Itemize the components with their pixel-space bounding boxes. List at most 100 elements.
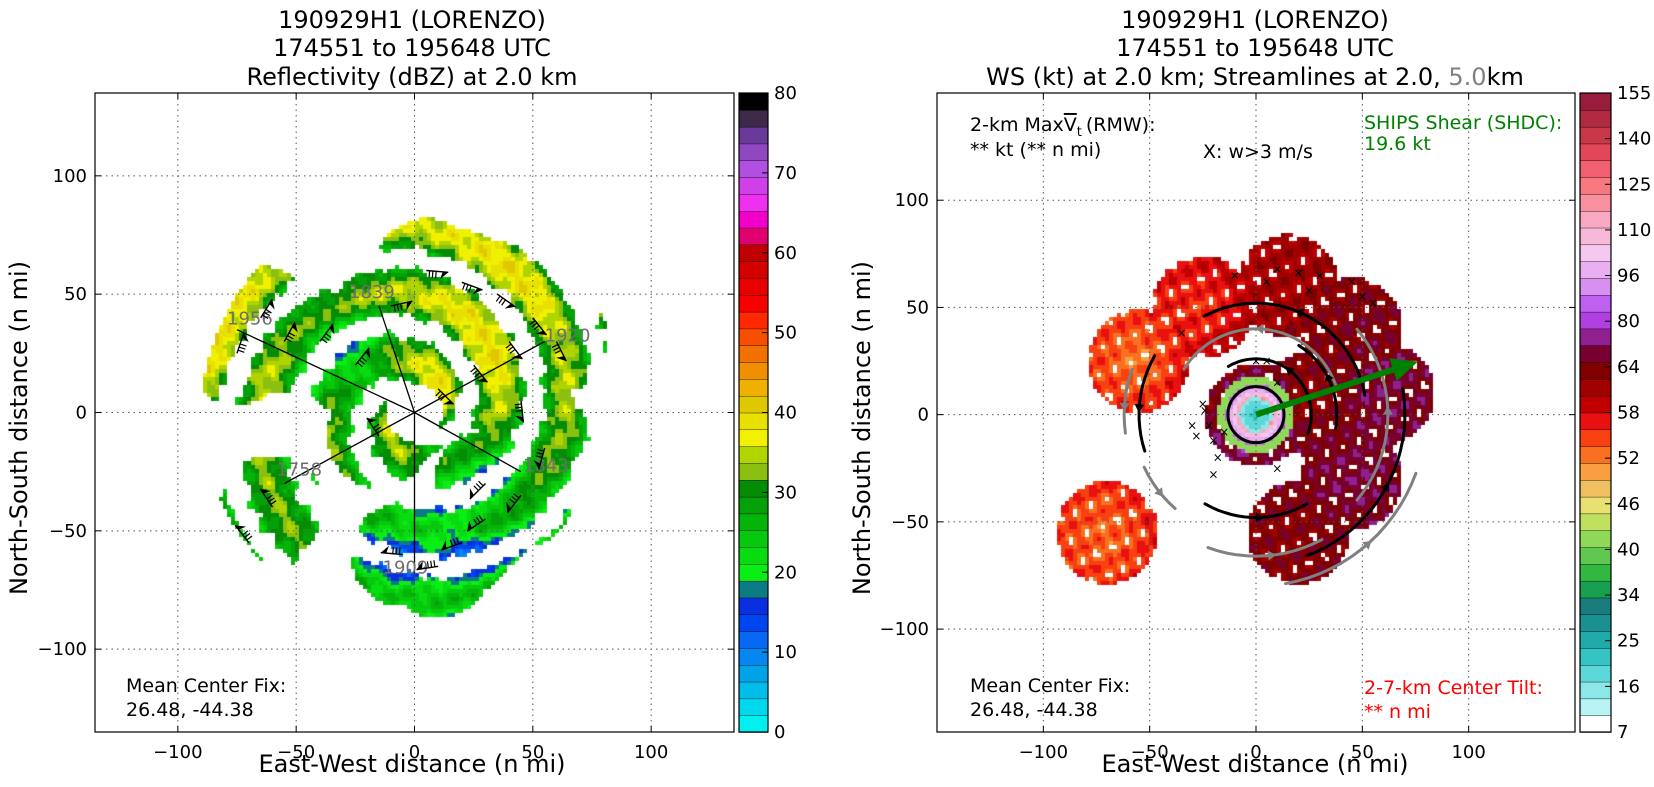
wind-barb-feather <box>452 538 457 546</box>
streamline <box>1202 301 1367 397</box>
wind-barb-feather <box>242 530 249 536</box>
streamline-arrow <box>1255 324 1264 335</box>
left-xtick-label: −50 <box>277 742 315 763</box>
wind-barb-feather <box>537 448 544 452</box>
wind-barb-feather <box>431 270 434 278</box>
wind-barb-feather <box>270 500 277 505</box>
right-colorbar-cell <box>1579 412 1612 431</box>
wind-barb-feather <box>462 283 466 290</box>
left-colorbar-cell <box>738 530 769 548</box>
w-marker: × <box>1187 418 1197 432</box>
flight-track-label: 1909 <box>383 557 429 578</box>
wind-barb-feather <box>426 561 429 568</box>
wind-barb-feather <box>529 319 536 326</box>
right-colorbar-cell <box>1579 210 1612 229</box>
right-colorbar-cell <box>1579 462 1612 481</box>
w-marker: × <box>1204 418 1214 432</box>
wind-barb-flag <box>535 330 547 336</box>
left-colorbar-cell <box>738 479 769 498</box>
right-colorbar-cell <box>1579 714 1612 733</box>
wind-barb-feather <box>396 304 400 312</box>
wind-barb-feather <box>373 423 380 429</box>
right-colorbar-cell <box>1579 378 1612 397</box>
wind-barb-feather <box>437 393 444 399</box>
wind-barb-feather <box>321 338 328 344</box>
flight-track-leg <box>236 329 415 414</box>
streamline <box>1142 465 1177 510</box>
left-colorbar-cell <box>738 143 769 161</box>
wind-barb-shaft <box>538 447 546 470</box>
wind-barb-feather <box>536 452 544 455</box>
streamline <box>1137 354 1157 453</box>
right-xtick-label: 50 <box>1351 742 1374 763</box>
left-colorbar-tick-label: 10 <box>774 642 797 663</box>
wind-barb-feather <box>533 325 540 331</box>
left-xtick-label: 100 <box>634 742 668 763</box>
reflectivity-panel: 190929H1 (LORENZO) 174551 to 195648 UTC … <box>5 6 797 778</box>
center-tilt-label: 2-7-km Center Tilt: <box>1364 677 1543 699</box>
wind-barb-flag <box>329 323 335 335</box>
streamline <box>1305 387 1407 558</box>
wind-barb-feather <box>455 537 460 544</box>
streamline-arrow <box>1382 406 1393 415</box>
wind-barb-feather <box>285 338 292 343</box>
right-center-fix-label: Mean Center Fix: <box>970 675 1130 697</box>
left-colorbar-cell <box>738 395 769 414</box>
right-ytick-label: 0 <box>918 405 929 426</box>
wind-barb-flag <box>511 354 523 360</box>
right-x-axis-label: East-West distance (n mi) <box>1101 750 1408 778</box>
streamline-arrow <box>1380 482 1390 493</box>
wind-barb-feather <box>288 332 296 337</box>
left-colorbar-cell <box>738 496 769 515</box>
right-colorbar-cell <box>1579 361 1612 380</box>
wind-barb-feather <box>435 271 437 278</box>
right-xtick-label: 0 <box>1250 742 1261 763</box>
right-colorbar-cell <box>1579 126 1612 145</box>
right-colorbar-cell <box>1579 395 1612 414</box>
flight-track-label: 1920 <box>545 326 591 347</box>
wind-barb-feather <box>287 335 294 340</box>
right-ytick-label: −50 <box>891 512 929 533</box>
wind-barb-feather <box>399 303 403 311</box>
wind-barb-feather <box>237 349 245 353</box>
wind-barb-feather <box>238 346 246 350</box>
wind-barb-feather <box>553 346 560 351</box>
shear-vector-head <box>1389 358 1418 382</box>
wind-barb-feather <box>393 305 397 312</box>
left-colorbar-cell <box>738 614 769 632</box>
right-colorbar-cell <box>1579 513 1612 531</box>
right-colorbar-tick-label: 46 <box>1617 494 1640 515</box>
w-marker: × <box>1272 262 1282 276</box>
right-colorbar-cell <box>1579 698 1612 716</box>
wind-barb-flag <box>292 322 298 333</box>
wind-barb-shaft <box>354 347 370 366</box>
flight-track-label: 1839 <box>349 282 395 303</box>
flight-track-leg <box>414 411 522 473</box>
w-marker: × <box>1315 268 1325 282</box>
right-title-line2: 174551 to 195648 UTC <box>1116 34 1394 62</box>
max-vt-symbol: V <box>1064 114 1077 136</box>
wind-barb-flag <box>467 520 472 532</box>
wind-barb-feather <box>323 335 330 341</box>
w-marker: × <box>1208 433 1218 447</box>
right-colorbar-cell <box>1579 614 1612 632</box>
left-colorbar-cell <box>738 227 769 246</box>
right-colorbar-cell <box>1579 92 1612 111</box>
wind-barb-flag <box>242 332 249 343</box>
wind-barb-feather <box>475 516 481 523</box>
left-colorbar-tick-label: 70 <box>774 163 797 184</box>
right-title-line3: WS (kt) at 2.0 km; Streamlines at 2.0, 5… <box>986 63 1524 91</box>
max-vt-value: ** kt (** n mi) <box>970 139 1101 161</box>
wind-barb-feather <box>266 494 273 500</box>
flight-track-label: 1956 <box>227 309 273 330</box>
wind-speed-panel: 190929H1 (LORENZO) 174551 to 195648 UTC … <box>848 6 1651 778</box>
left-colorbar-cell <box>738 210 769 229</box>
streamline-arrow <box>1267 550 1277 561</box>
left-colorbar-cell <box>738 681 769 700</box>
left-colorbar-cell <box>738 345 769 363</box>
w-marker: × <box>1213 451 1223 465</box>
left-colorbar-cell <box>738 92 769 111</box>
wind-barb-shaft <box>496 293 516 308</box>
wind-barb-flag <box>406 301 413 311</box>
left-xtick-label: −100 <box>153 742 202 763</box>
